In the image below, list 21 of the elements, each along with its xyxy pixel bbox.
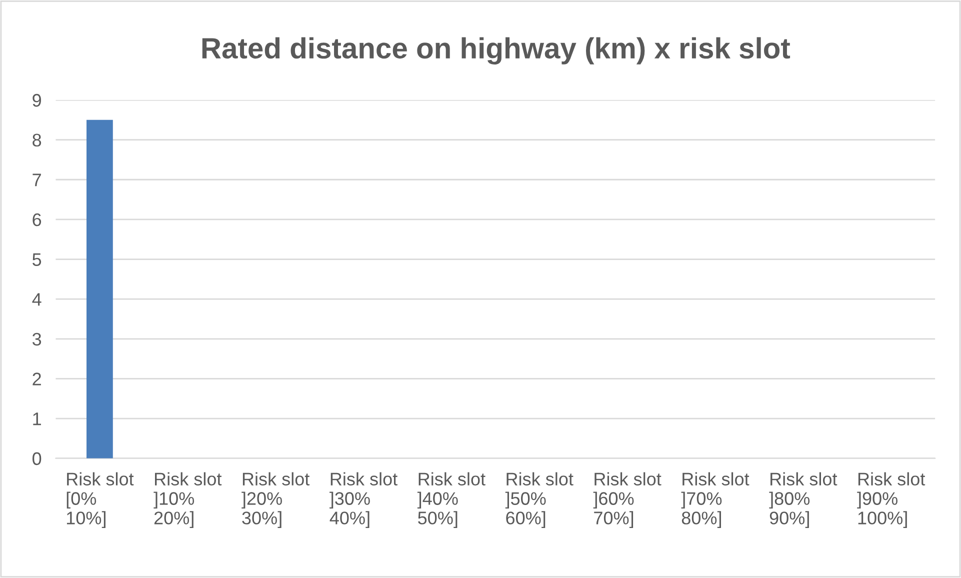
y-tick-label: 4: [32, 293, 42, 306]
y-tick-label: 6: [32, 213, 42, 226]
y-tick-label: 0: [32, 452, 42, 466]
x-tick-label: Risk slot ]90% 100%]: [857, 472, 926, 528]
x-tick-label: Risk slot ]60% 70%]: [593, 472, 662, 528]
y-tick-label: 5: [32, 253, 42, 266]
y-tick-label: 8: [32, 134, 42, 147]
x-tick-label: Risk slot ]40% 50%]: [417, 472, 486, 528]
x-tick-label: Risk slot ]10% 20%]: [154, 472, 222, 528]
y-tick-label: 1: [33, 412, 41, 426]
x-tick-label: Risk slot ]80% 90%]: [769, 472, 838, 528]
y-tick-label: 2: [32, 372, 41, 386]
chart-title: Rated distance on highway (km) x risk slot: [202, 37, 790, 65]
x-tick-label: Risk slot ]70% 80%]: [681, 472, 750, 528]
y-tick-label: 3: [32, 332, 42, 346]
x-tick-label: Risk slot ]50% 60%]: [505, 472, 574, 528]
y-tick-label: 7: [32, 174, 41, 186]
x-tick-label: Risk slot ]30% 40%]: [330, 472, 398, 528]
x-tick-label: Risk slot [0% 10%]: [66, 472, 134, 528]
x-tick-label: Risk slot ]20% 30%]: [242, 472, 310, 528]
y-tick-label: 9: [32, 94, 41, 107]
